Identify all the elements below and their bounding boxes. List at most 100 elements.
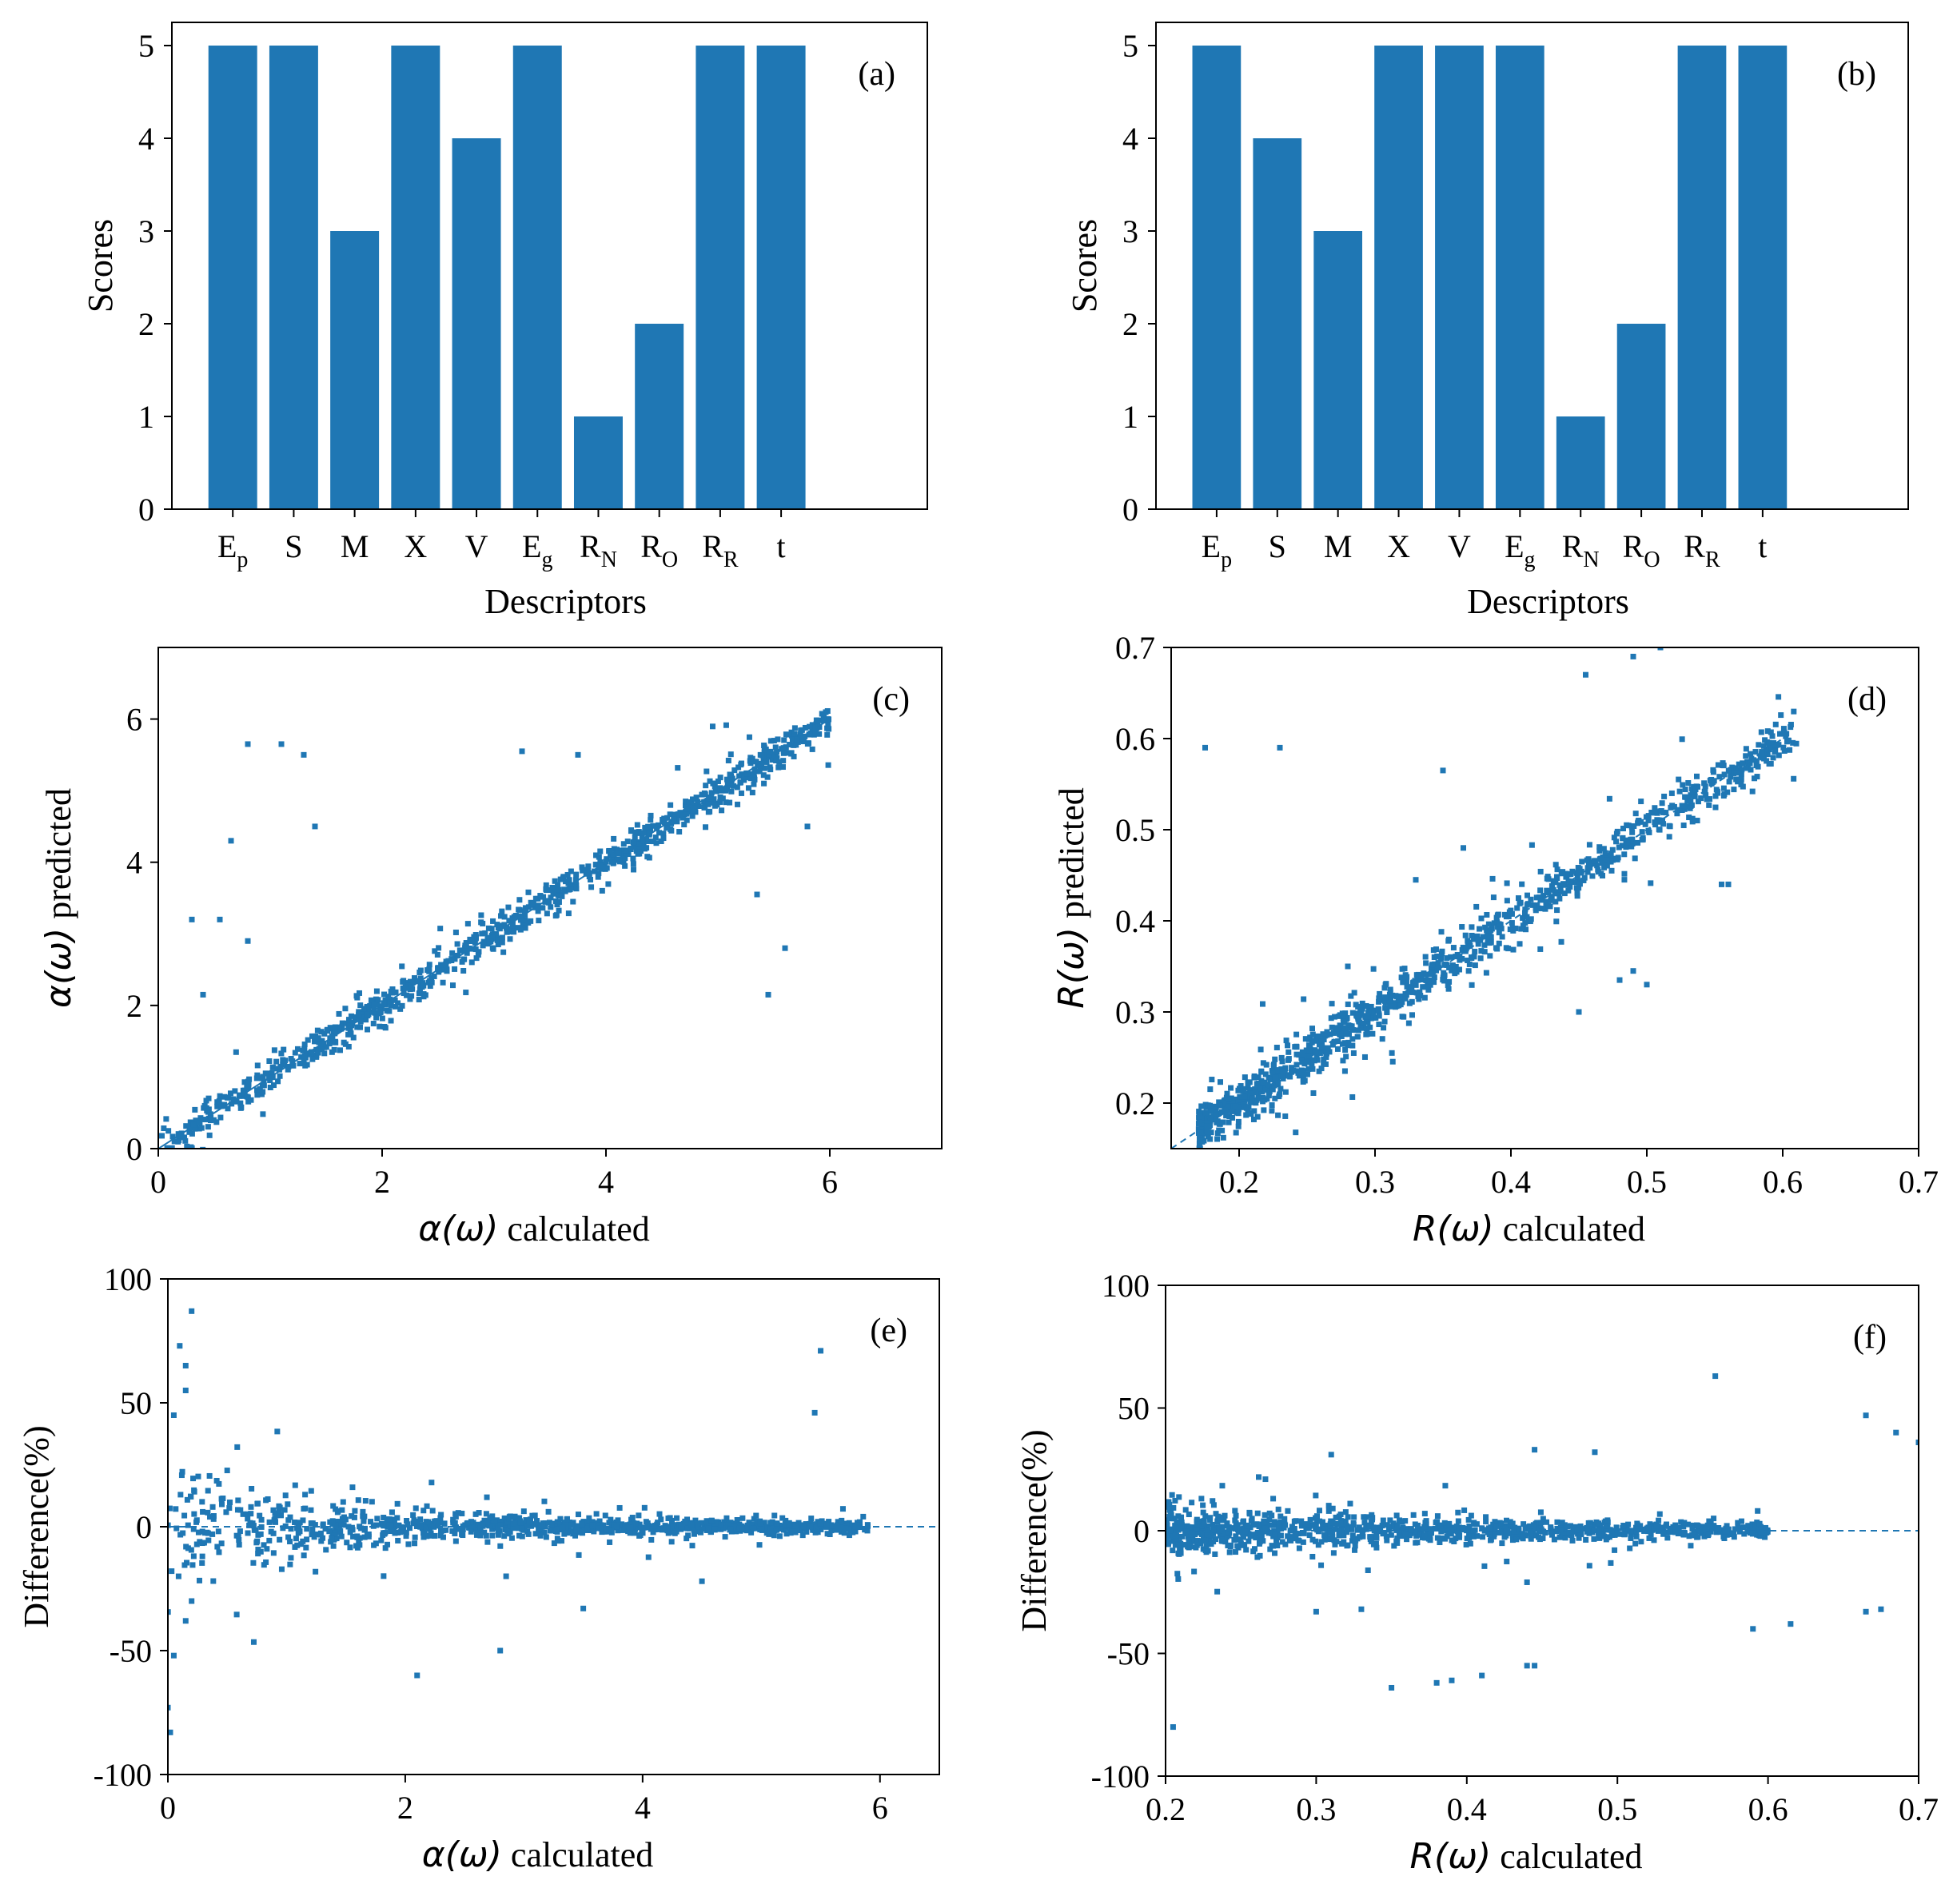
data-point [1217, 1102, 1223, 1109]
data-point [1312, 1050, 1318, 1056]
data-point [804, 741, 811, 747]
data-point [1329, 1505, 1336, 1512]
data-point [624, 838, 631, 845]
data-point [1466, 961, 1473, 967]
data-point [746, 1520, 752, 1526]
data-point [233, 1098, 240, 1105]
data-point [253, 1075, 260, 1081]
data-point [1440, 974, 1446, 981]
data-point [1423, 984, 1429, 990]
data-point [1570, 1525, 1576, 1532]
data-point [778, 1526, 784, 1532]
data-point [1738, 776, 1744, 783]
data-point [1274, 1535, 1281, 1541]
data-point [460, 1526, 466, 1532]
data-point [645, 838, 652, 844]
data-point [648, 812, 654, 819]
data-point [1383, 1533, 1389, 1540]
data-point [1341, 1532, 1347, 1539]
data-point [301, 1552, 307, 1559]
data-point [468, 946, 475, 952]
data-point [623, 847, 629, 854]
x-tick-label-6: RN [580, 528, 617, 572]
data-point [363, 1017, 369, 1023]
data-point [313, 1033, 319, 1039]
x-tick-label-main: M [1324, 528, 1353, 564]
data-point [1246, 1511, 1253, 1517]
data-point [1486, 1532, 1493, 1538]
data-point [1524, 1579, 1530, 1585]
data-point [1428, 971, 1434, 978]
data-point [1701, 780, 1708, 787]
data-point [573, 886, 580, 892]
data-point [1356, 1524, 1362, 1531]
data-point [489, 1526, 496, 1532]
data-point [790, 742, 796, 748]
data-point [573, 1528, 580, 1534]
data-point [435, 1523, 441, 1529]
data-point [620, 841, 627, 847]
data-point [808, 1516, 815, 1522]
data-point [237, 1105, 244, 1111]
data-point [1363, 1514, 1369, 1520]
data-point [1316, 1508, 1322, 1514]
data-point [1556, 895, 1563, 902]
data-point [1435, 1524, 1441, 1531]
data-point [1575, 1531, 1581, 1537]
x-axis-label-math: R(ω) [1413, 1209, 1494, 1249]
data-point [1648, 880, 1654, 886]
data-point [377, 1023, 383, 1030]
data-point [241, 1079, 248, 1085]
data-point [1247, 1533, 1254, 1540]
data-point [1432, 1525, 1438, 1532]
data-point [257, 1548, 264, 1555]
data-point [1296, 1073, 1302, 1079]
data-point [245, 1530, 251, 1536]
data-point [814, 1524, 820, 1530]
data-point [1266, 1510, 1273, 1516]
data-point [693, 795, 699, 801]
data-point [1780, 726, 1787, 732]
data-point [568, 882, 575, 888]
data-point [834, 1522, 840, 1528]
data-point [699, 1578, 705, 1584]
data-point [1499, 934, 1505, 940]
data-point [1728, 774, 1734, 780]
data-point [691, 1531, 697, 1537]
data-point [603, 858, 609, 865]
data-point [501, 1533, 508, 1540]
data-point [1483, 970, 1489, 976]
data-point [1200, 1532, 1206, 1538]
data-point [771, 1532, 777, 1539]
x-tick-label-0: 0 [160, 1790, 176, 1826]
data-point [1446, 1521, 1453, 1528]
data-point [436, 945, 442, 951]
data-point [257, 1085, 263, 1092]
x-axis-label-math: α(ω) [418, 1209, 498, 1249]
data-point [254, 1500, 261, 1507]
data-point [237, 1528, 243, 1535]
data-point [305, 1037, 311, 1043]
data-point [1711, 778, 1717, 784]
data-point [1289, 1065, 1295, 1071]
data-point [1598, 855, 1604, 862]
data-point [267, 1084, 273, 1090]
x-axis-label: Descriptors [1467, 582, 1629, 621]
data-point [497, 1522, 504, 1528]
data-point [628, 846, 634, 852]
data-point [1915, 1439, 1919, 1445]
data-point [353, 993, 360, 999]
x-tick-label-main: M [341, 528, 369, 564]
data-point [754, 1518, 760, 1524]
data-point [1524, 914, 1530, 920]
data-point [1246, 1538, 1252, 1544]
data-point [1437, 954, 1444, 961]
data-point [1560, 869, 1566, 875]
data-point [683, 803, 689, 809]
data-point [1242, 1093, 1248, 1100]
data-point [1226, 1113, 1233, 1120]
data-point [727, 782, 734, 788]
data-point [1708, 776, 1715, 783]
data-point [1778, 712, 1784, 719]
data-point [1328, 1452, 1334, 1458]
